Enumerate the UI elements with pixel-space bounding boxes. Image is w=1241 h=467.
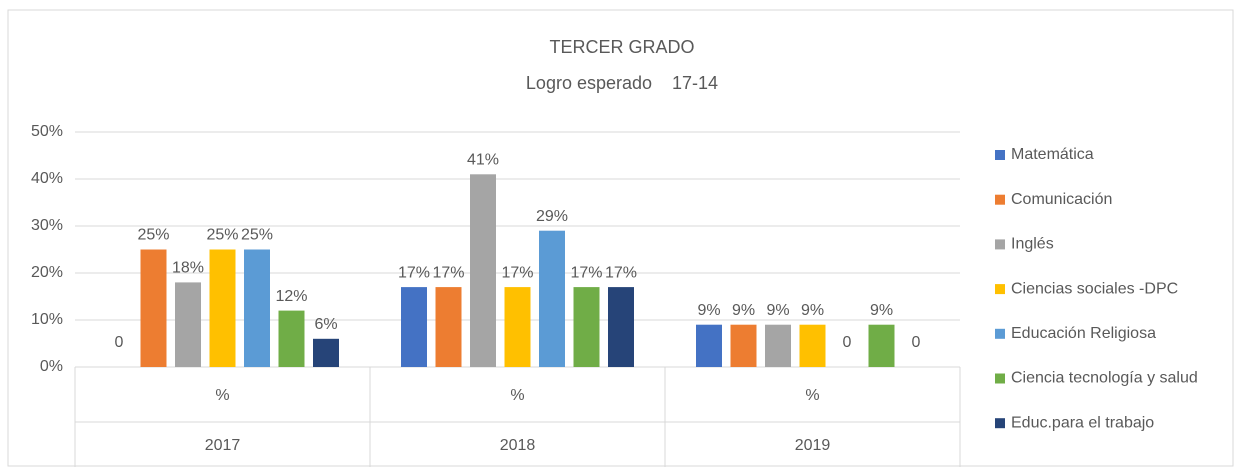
data-label: 9%	[732, 302, 755, 319]
bar	[799, 324, 826, 367]
x-tick-sublabel: %	[805, 387, 819, 404]
data-label: 6%	[314, 316, 337, 333]
bar	[175, 282, 201, 367]
legend-label: Ciencia tecnología y salud	[1011, 370, 1198, 387]
data-label: 18%	[172, 260, 204, 277]
data-label: 12%	[275, 288, 307, 305]
legend-label: Matemática	[1011, 146, 1094, 163]
legend-swatch	[995, 239, 1005, 250]
legend-label: Inglés	[1011, 236, 1054, 253]
legend-swatch	[995, 284, 1005, 295]
bar	[140, 249, 167, 367]
data-label: 0	[115, 334, 124, 351]
data-label: 9%	[870, 302, 893, 319]
legend-label: Educ.para el trabajo	[1011, 414, 1154, 431]
data-label: 17%	[570, 264, 602, 281]
data-label: 17%	[398, 264, 430, 281]
data-label: 9%	[766, 302, 789, 319]
data-label: 17%	[501, 264, 533, 281]
data-label: 25%	[241, 227, 273, 244]
y-tick-label: 30%	[31, 217, 63, 234]
x-tick-label: 2018	[500, 437, 536, 454]
data-label: 9%	[801, 302, 824, 319]
x-tick-sublabel: %	[215, 387, 229, 404]
x-tick-label: 2017	[205, 437, 241, 454]
bar	[696, 324, 722, 367]
y-tick-label: 20%	[31, 264, 63, 281]
chart-subtitle: Logro esperado 17-14	[526, 73, 718, 93]
bar	[539, 230, 565, 367]
data-label: 25%	[137, 227, 169, 244]
data-label: 41%	[467, 152, 499, 169]
legend-label: Comunicación	[1011, 191, 1112, 208]
chart-frame	[7, 9, 1234, 467]
x-tick-sublabel: %	[510, 387, 524, 404]
y-tick-label: 10%	[31, 311, 63, 328]
bar	[730, 324, 757, 367]
y-tick-label: 50%	[31, 123, 63, 140]
data-label: 0	[912, 334, 921, 351]
legend-swatch	[995, 194, 1005, 205]
data-label: 25%	[206, 227, 238, 244]
legend-label: Ciencias sociales -DPC	[1011, 280, 1178, 297]
bar	[435, 287, 462, 367]
y-tick-label: 0%	[40, 358, 63, 375]
data-label: 0	[843, 334, 852, 351]
x-tick-label: 2019	[795, 437, 831, 454]
y-tick-label: 40%	[31, 170, 63, 187]
data-label: 9%	[697, 302, 720, 319]
bar	[504, 287, 531, 367]
legend-swatch	[995, 373, 1005, 384]
bar	[278, 310, 305, 367]
legend-swatch	[995, 328, 1005, 339]
legend-swatch	[995, 418, 1005, 429]
bar	[313, 338, 339, 367]
bar	[470, 174, 496, 367]
bar	[209, 249, 236, 367]
bar	[401, 287, 427, 367]
bar	[868, 324, 895, 367]
bar	[244, 249, 270, 367]
bar	[573, 287, 600, 367]
legend-swatch	[995, 150, 1005, 160]
bar	[765, 324, 791, 367]
data-label: 17%	[605, 264, 637, 281]
data-label: 29%	[536, 208, 568, 225]
data-label: 17%	[432, 264, 464, 281]
legend-label: Educación Religiosa	[1011, 325, 1156, 342]
chart-title: TERCER GRADO	[549, 37, 694, 57]
bar	[608, 287, 634, 367]
